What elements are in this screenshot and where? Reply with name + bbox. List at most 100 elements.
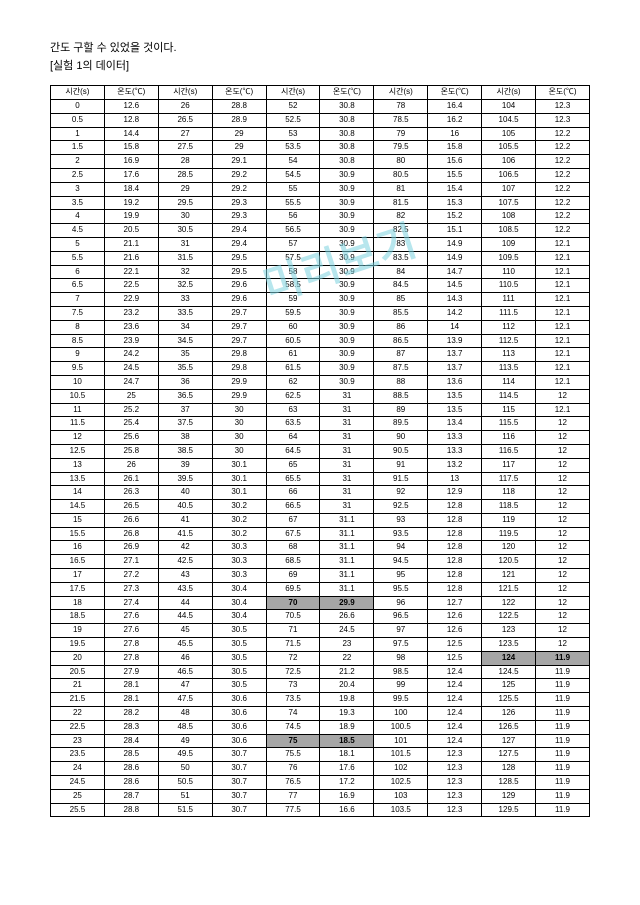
table-cell: 29 — [158, 182, 212, 196]
table-cell: 30.9 — [320, 251, 374, 265]
table-cell: 92 — [374, 486, 428, 500]
table-cell: 16 — [51, 541, 105, 555]
table-row: 1.515.827.52953.530.879.515.8105.512.2 — [51, 141, 590, 155]
table-cell: 17 — [51, 569, 105, 583]
table-cell: 29.7 — [212, 334, 266, 348]
table-cell: 44 — [158, 596, 212, 610]
table-cell: 26.1 — [104, 472, 158, 486]
table-cell: 31 — [320, 472, 374, 486]
table-cell: 86.5 — [374, 334, 428, 348]
table-cell: 111 — [482, 293, 536, 307]
table-cell: 48.5 — [158, 720, 212, 734]
table-cell: 107 — [482, 182, 536, 196]
table-cell: 56.5 — [266, 224, 320, 238]
table-cell: 93 — [374, 513, 428, 527]
table-cell: 3 — [51, 182, 105, 196]
table-cell: 25.4 — [104, 417, 158, 431]
table-row: 15.526.841.530.267.531.193.512.8119.512 — [51, 527, 590, 541]
table-cell: 86 — [374, 320, 428, 334]
table-cell: 29.5 — [212, 251, 266, 265]
table-cell: 12 — [536, 555, 590, 569]
data-table: 시간(s)온도(℃)시간(s)온도(℃)시간(s)온도(℃)시간(s)온도(℃)… — [50, 85, 590, 817]
table-cell: 96.5 — [374, 610, 428, 624]
table-cell: 13.9 — [428, 334, 482, 348]
table-cell: 126 — [482, 707, 536, 721]
table-cell: 30.6 — [212, 734, 266, 748]
table-cell: 14 — [428, 320, 482, 334]
table-cell: 26.5 — [158, 113, 212, 127]
table-cell: 109 — [482, 237, 536, 251]
table-cell: 61 — [266, 348, 320, 362]
table-cell: 43 — [158, 569, 212, 583]
table-cell: 31 — [320, 486, 374, 500]
table-cell: 13.3 — [428, 444, 482, 458]
table-row: 22.528.348.530.674.518.9100.512.4126.511… — [51, 720, 590, 734]
table-cell: 30 — [212, 417, 266, 431]
table-cell: 89.5 — [374, 417, 428, 431]
table-cell: 109.5 — [482, 251, 536, 265]
table-cell: 16.5 — [51, 555, 105, 569]
table-cell: 58 — [266, 265, 320, 279]
table-cell: 30.8 — [320, 155, 374, 169]
table-cell: 23 — [51, 734, 105, 748]
table-cell: 12.6 — [428, 610, 482, 624]
table-cell: 117 — [482, 458, 536, 472]
table-cell: 15.8 — [104, 141, 158, 155]
table-cell: 21.5 — [51, 693, 105, 707]
table-cell: 12.4 — [428, 679, 482, 693]
table-cell: 106 — [482, 155, 536, 169]
table-cell: 118.5 — [482, 500, 536, 514]
table-cell: 13.7 — [428, 362, 482, 376]
table-cell: 28.6 — [104, 776, 158, 790]
table-cell: 23.5 — [51, 748, 105, 762]
table-cell: 30.9 — [320, 168, 374, 182]
table-cell: 63.5 — [266, 417, 320, 431]
table-cell: 9.5 — [51, 362, 105, 376]
table-cell: 22.1 — [104, 265, 158, 279]
table-cell: 16.9 — [320, 789, 374, 803]
table-row: 1125.2373063318913.511512.1 — [51, 403, 590, 417]
table-cell: 29 — [212, 127, 266, 141]
table-cell: 27.8 — [104, 651, 158, 665]
table-cell: 26.5 — [104, 500, 158, 514]
table-row: 24.528.650.530.776.517.2102.512.3128.511… — [51, 776, 590, 790]
table-cell: 78.5 — [374, 113, 428, 127]
table-row: 18.527.644.530.470.526.696.512.6122.512 — [51, 610, 590, 624]
table-cell: 13.2 — [428, 458, 482, 472]
table-cell: 51 — [158, 789, 212, 803]
table-cell: 29.9 — [320, 596, 374, 610]
table-cell: 17.2 — [320, 776, 374, 790]
table-cell: 107.5 — [482, 196, 536, 210]
table-cell: 12.2 — [536, 155, 590, 169]
table-cell: 21.1 — [104, 237, 158, 251]
table-cell: 28.1 — [104, 679, 158, 693]
table-cell: 123 — [482, 624, 536, 638]
table-cell: 22.5 — [51, 720, 105, 734]
table-cell: 12.2 — [536, 224, 590, 238]
table-cell: 12.3 — [536, 113, 590, 127]
table-cell: 31 — [320, 431, 374, 445]
table-cell: 28.8 — [212, 99, 266, 113]
table-cell: 31 — [320, 403, 374, 417]
table-cell: 24.2 — [104, 348, 158, 362]
table-cell: 27.9 — [104, 665, 158, 679]
table-row: 2428.65030.77617.610212.312811.9 — [51, 762, 590, 776]
table-cell: 84 — [374, 265, 428, 279]
table-cell: 67 — [266, 513, 320, 527]
table-cell: 14 — [51, 486, 105, 500]
table-cell: 30.5 — [212, 624, 266, 638]
table-cell: 100 — [374, 707, 428, 721]
table-cell: 32 — [158, 265, 212, 279]
table-cell: 110.5 — [482, 279, 536, 293]
table-cell: 28.8 — [104, 803, 158, 817]
table-cell: 97 — [374, 624, 428, 638]
table-cell: 39.5 — [158, 472, 212, 486]
table-cell: 35.5 — [158, 362, 212, 376]
table-header-row: 시간(s)온도(℃)시간(s)온도(℃)시간(s)온도(℃)시간(s)온도(℃)… — [51, 86, 590, 100]
table-cell: 12 — [536, 513, 590, 527]
table-cell: 12 — [536, 582, 590, 596]
table-cell: 68.5 — [266, 555, 320, 569]
table-row: 13263930.165319113.211712 — [51, 458, 590, 472]
column-header: 시간(s) — [374, 86, 428, 100]
table-cell: 22 — [51, 707, 105, 721]
